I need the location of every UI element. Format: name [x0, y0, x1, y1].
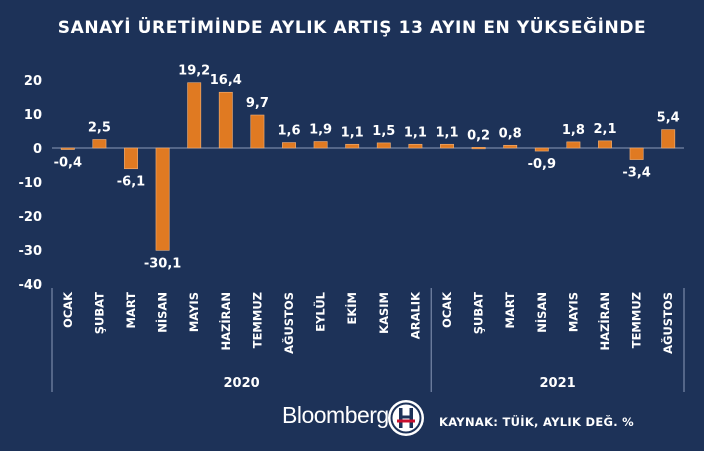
category-label: MAYIS [187, 292, 201, 332]
category-label: NİSAN [155, 292, 170, 333]
data-label: 1,9 [309, 123, 332, 138]
y-tick-label: 10 [24, 108, 42, 123]
bar [313, 141, 328, 149]
data-label: -0,4 [54, 155, 82, 170]
bar [440, 143, 454, 149]
data-label: 2,1 [593, 122, 616, 137]
data-label: 1,1 [435, 125, 458, 140]
data-label: 16,4 [210, 73, 242, 88]
bar [408, 143, 423, 149]
bar [661, 129, 676, 149]
data-label: 2,5 [88, 121, 111, 136]
bar [250, 114, 265, 149]
data-label: -30,1 [144, 256, 181, 271]
data-label: 0,2 [467, 128, 490, 143]
category-label: OCAK [440, 291, 454, 328]
category-label: ŞUBAT [92, 292, 106, 334]
category-label: OCAK [61, 291, 75, 328]
category-label: ŞUBAT [472, 292, 486, 334]
data-label: 1,6 [277, 124, 300, 139]
category-label: EKİM [344, 292, 359, 325]
category-label: MART [503, 292, 517, 329]
y-tick-label: -20 [19, 210, 43, 225]
category-label: MAYIS [566, 292, 580, 332]
bar [282, 142, 296, 149]
ht-logo-icon [388, 400, 424, 436]
data-label: 1,1 [404, 125, 427, 140]
chart-title: SANAYİ ÜRETİMİNDE AYLIK ARTIŞ 13 AYIN EN… [57, 18, 647, 38]
data-label: 19,2 [178, 64, 210, 79]
year-group-label: 2021 [540, 376, 576, 391]
bar [471, 147, 486, 150]
data-label: -0,9 [528, 157, 556, 172]
bar [534, 147, 549, 152]
y-tick-label: -40 [19, 278, 43, 293]
category-label: AĞUSTOS [660, 292, 675, 354]
category-label: EYLÜL [313, 291, 328, 331]
source-note: KAYNAK: TÜİK, AYLIK DEĞ. % [439, 415, 635, 429]
bar [629, 147, 644, 160]
bar [598, 140, 612, 149]
bar [155, 147, 170, 251]
y-tick-label: 20 [24, 74, 42, 89]
data-label: -6,1 [117, 175, 145, 190]
bar [503, 144, 518, 149]
category-label: KASIM [377, 292, 391, 334]
data-label: -3,4 [622, 166, 650, 181]
category-label: TEMMUZ [630, 292, 644, 348]
category-label: NİSAN [534, 292, 549, 333]
data-label: 1,5 [372, 124, 395, 139]
bar [218, 91, 233, 149]
year-group-label: 2020 [224, 376, 260, 391]
category-label: HAZİRAN [218, 292, 233, 351]
category-label: HAZİRAN [597, 292, 612, 351]
y-tick-label: -10 [19, 176, 43, 191]
bar [345, 143, 360, 149]
bar [60, 147, 75, 150]
data-label: 0,8 [499, 126, 522, 141]
category-label: TEMMUZ [250, 292, 264, 348]
bar [566, 141, 581, 149]
bar [124, 147, 138, 170]
data-label: 9,7 [246, 96, 269, 111]
y-tick-label: -30 [19, 244, 43, 259]
bar [92, 139, 107, 149]
bar [376, 142, 391, 149]
category-label: AĞUSTOS [281, 292, 296, 354]
bar [187, 82, 202, 149]
bloomberg-logo: Bloomberg [282, 402, 389, 428]
y-tick-label: 0 [33, 142, 42, 157]
category-label: ARALIK [408, 291, 422, 339]
data-label: 1,8 [562, 123, 585, 138]
category-label: MART [124, 292, 138, 329]
data-label: 5,4 [657, 111, 680, 126]
data-label: 1,1 [341, 125, 364, 140]
